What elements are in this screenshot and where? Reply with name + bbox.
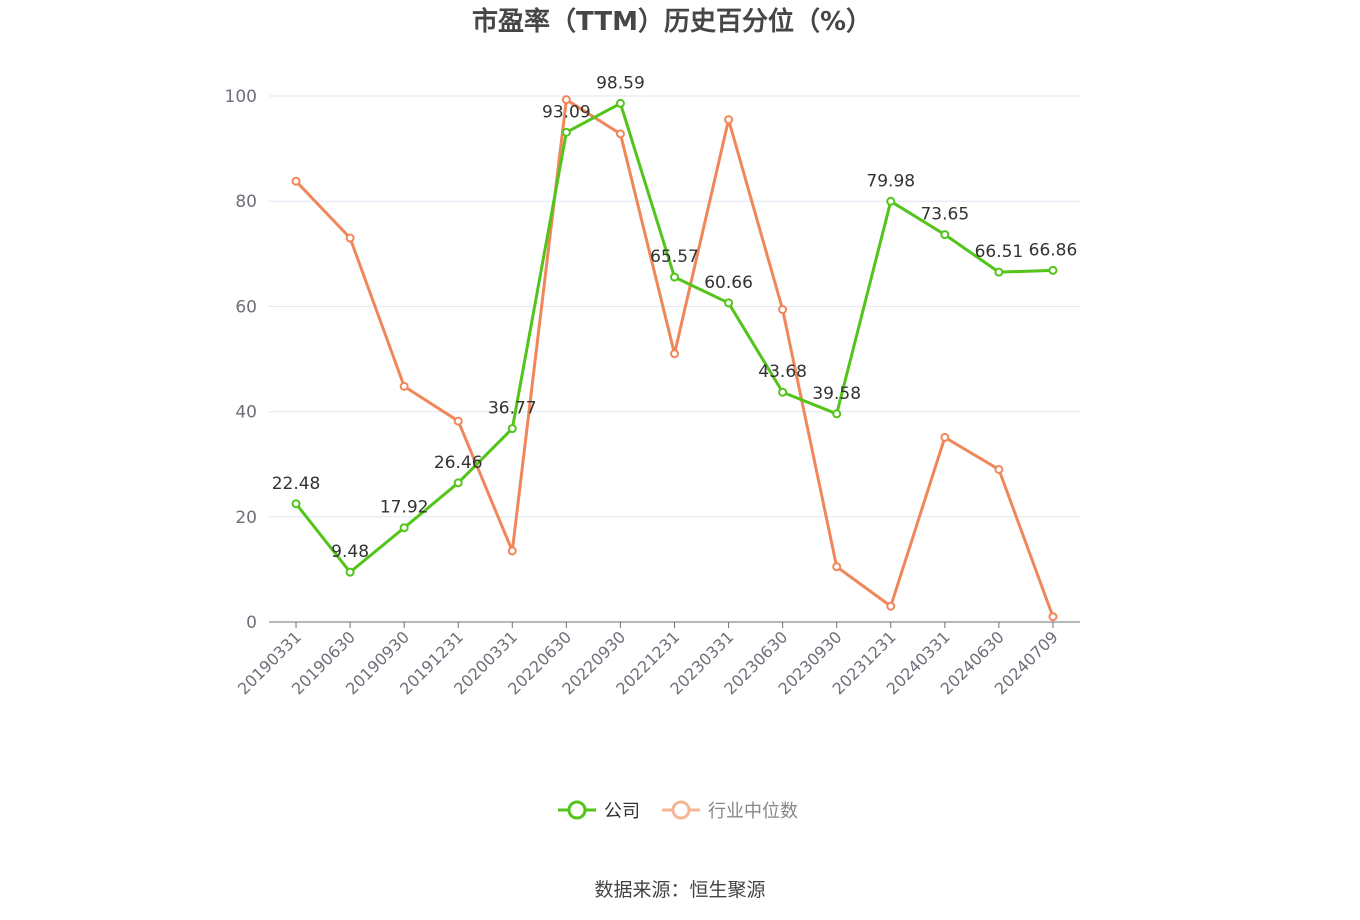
data-label: 65.57 xyxy=(650,247,699,267)
source-note: 数据来源：恒生聚源 xyxy=(594,879,765,901)
data-point xyxy=(615,98,625,108)
data-label: 73.65 xyxy=(920,205,969,225)
data-point xyxy=(399,381,409,391)
data-label: 66.86 xyxy=(1029,240,1078,260)
data-label: 36.77 xyxy=(488,399,537,419)
data-point xyxy=(670,349,679,359)
data-label: 26.46 xyxy=(434,453,483,473)
data-point xyxy=(994,464,1004,474)
data-point xyxy=(832,409,842,419)
y-tick-label: 60 xyxy=(235,297,257,317)
data-point xyxy=(453,416,463,426)
legend: 公司 行业中位数 xyxy=(558,800,798,822)
data-label: 93.09 xyxy=(542,102,591,122)
data-point xyxy=(778,387,788,397)
legend-item[interactable]: 公司 xyxy=(558,800,640,822)
data-point xyxy=(886,601,896,611)
axes: 0204060801002019033120190630201909302019… xyxy=(225,87,1080,698)
data-point xyxy=(1048,265,1058,275)
data-label: 60.66 xyxy=(704,273,753,293)
data-point xyxy=(832,562,842,572)
data-point xyxy=(670,272,679,282)
data-point xyxy=(507,424,517,434)
data-point xyxy=(724,115,734,125)
legend-marker xyxy=(671,800,691,820)
grid-lines xyxy=(269,95,1080,518)
data-point xyxy=(291,499,301,509)
y-tick-label: 100 xyxy=(225,87,257,107)
legend-marker xyxy=(567,800,587,820)
data-point xyxy=(345,567,355,577)
data-point xyxy=(561,127,571,137)
data-label: 66.51 xyxy=(975,242,1024,262)
data-label: 43.68 xyxy=(758,362,807,382)
legend-item[interactable]: 行业中位数 xyxy=(662,800,798,822)
data-label: 17.92 xyxy=(380,498,429,518)
data-label: 98.59 xyxy=(596,73,645,93)
legend-label: 行业中位数 xyxy=(708,801,798,822)
legend-label: 公司 xyxy=(604,801,640,822)
data-point xyxy=(940,230,950,240)
data-label: 22.48 xyxy=(272,474,321,494)
y-tick-label: 0 xyxy=(246,613,257,633)
data-point xyxy=(994,267,1004,277)
data-point xyxy=(615,129,625,139)
data-point xyxy=(399,523,409,533)
data-point xyxy=(561,95,571,105)
data-point xyxy=(507,546,517,556)
data-label: 39.58 xyxy=(812,384,861,404)
y-tick-label: 80 xyxy=(235,192,257,212)
chart-title: 市盈率（TTM）历史百分位（%） xyxy=(472,6,872,37)
y-tick-label: 20 xyxy=(235,508,257,528)
y-tick-label: 40 xyxy=(235,403,257,423)
series-layer xyxy=(291,95,1058,622)
data-labels: 22.489.4817.9226.4636.7793.0998.5965.576… xyxy=(272,73,1078,562)
data-point xyxy=(453,478,463,488)
data-point xyxy=(724,298,734,308)
data-point xyxy=(1048,612,1058,622)
data-point xyxy=(778,305,788,315)
data-label: 79.98 xyxy=(866,171,915,191)
data-point xyxy=(291,176,301,186)
data-point xyxy=(345,233,355,243)
data-point xyxy=(886,196,896,206)
data-point xyxy=(940,432,950,442)
data-label: 9.48 xyxy=(331,542,369,562)
